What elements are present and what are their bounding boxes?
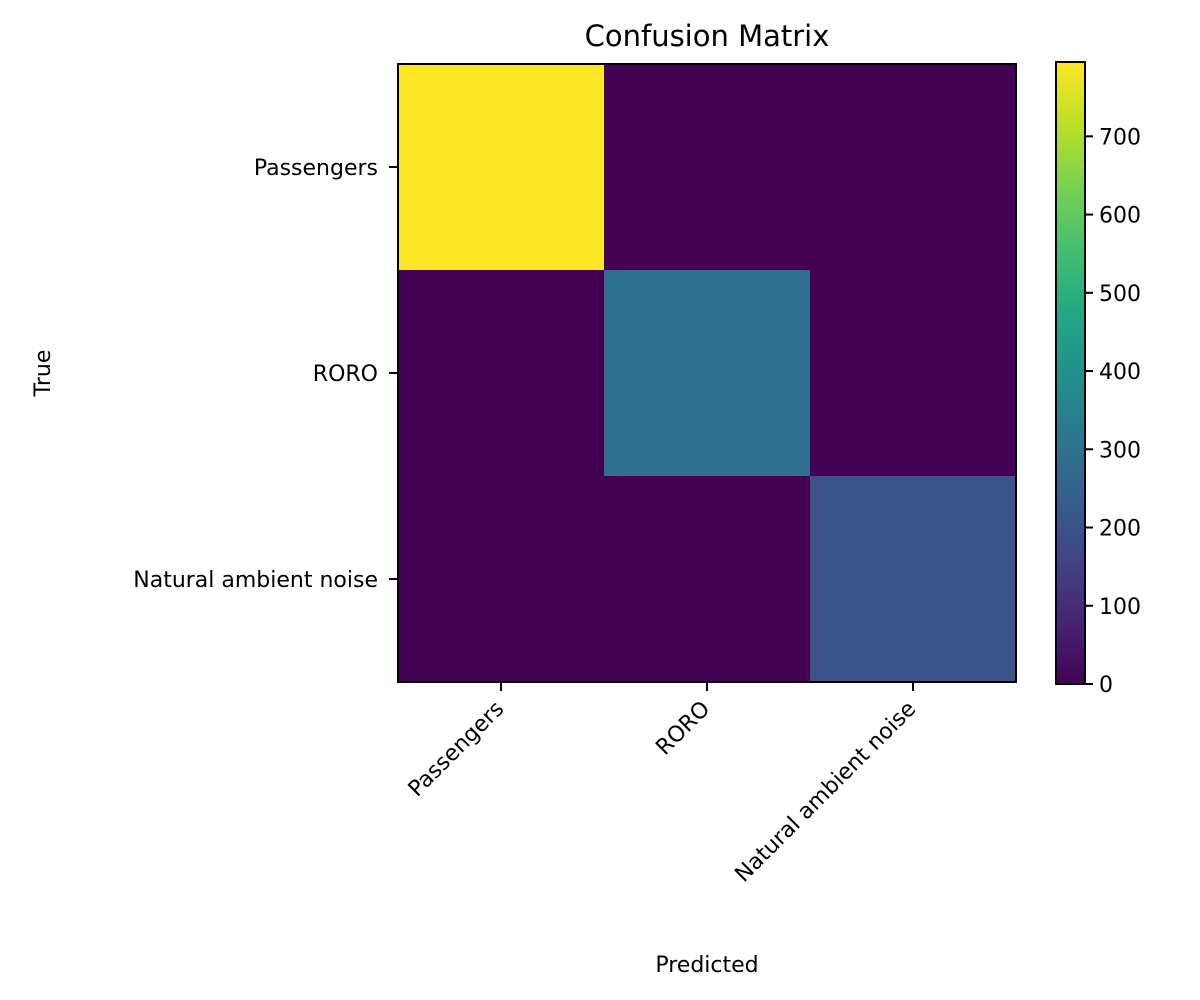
x-axis-ticks: Passengers RORO Natural ambient noise	[404, 682, 921, 887]
y-axis-label: True	[31, 350, 56, 398]
heatmap-cell	[398, 476, 605, 683]
colorbar-tick-label: 200	[1099, 517, 1141, 542]
x-tick-label: RORO	[651, 697, 715, 761]
heatmap-cell	[398, 270, 605, 477]
heatmap-cell	[398, 64, 605, 271]
colorbar-ticks: 0 100 200 300 400 500 600 700	[1085, 125, 1141, 698]
y-axis-ticks: Passengers RORO Natural ambient noise	[133, 156, 398, 593]
colorbar-tick-label: 500	[1099, 282, 1141, 307]
x-tick-label: Passengers	[404, 697, 509, 802]
heatmap-cell	[604, 64, 811, 271]
y-tick-label: Natural ambient noise	[133, 568, 378, 593]
chart-title: Confusion Matrix	[585, 19, 830, 53]
x-tick-label: Natural ambient noise	[731, 697, 922, 888]
heatmap-cells	[398, 64, 1017, 683]
y-tick-label: RORO	[313, 362, 378, 387]
y-tick-label: Passengers	[254, 156, 378, 181]
colorbar-tick-label: 100	[1099, 595, 1141, 620]
heatmap-cell	[810, 476, 1017, 683]
colorbar-tick-label: 600	[1099, 204, 1141, 229]
colorbar	[1055, 61, 1086, 685]
x-axis-label: Predicted	[655, 953, 758, 978]
heatmap-cell	[810, 270, 1017, 477]
heatmap-cell	[810, 64, 1017, 271]
colorbar-tick-label: 700	[1099, 125, 1141, 150]
colorbar-tick-label: 300	[1099, 438, 1141, 463]
colorbar-tick-label: 0	[1099, 673, 1113, 698]
heatmap-cell	[604, 476, 811, 683]
heatmap-cell	[604, 270, 811, 477]
colorbar-tick-label: 400	[1099, 360, 1141, 385]
